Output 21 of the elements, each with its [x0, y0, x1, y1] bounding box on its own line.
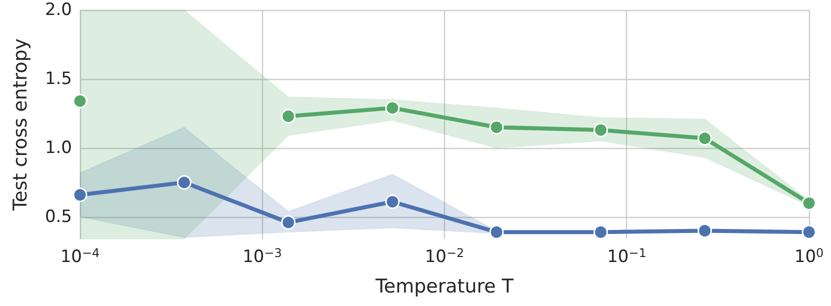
point: [489, 120, 504, 135]
point: [698, 131, 712, 146]
point: [72, 188, 88, 202]
point: [802, 224, 816, 240]
point: [594, 122, 608, 138]
point: [72, 94, 88, 108]
point: [176, 175, 192, 190]
y-tick-label: 0.5: [44, 206, 72, 227]
point: [802, 196, 816, 210]
point: [281, 108, 296, 124]
point: [594, 224, 608, 240]
point: [698, 223, 712, 238]
y-axis-title: Test cross entropy: [10, 38, 32, 212]
point: [489, 224, 504, 240]
point: [281, 215, 296, 230]
y-tick-label: 1.5: [44, 68, 72, 89]
y-tick-label: 2.0: [44, 0, 72, 20]
point: [385, 100, 400, 116]
point: [385, 194, 400, 209]
y-tick-label: 1.0: [44, 138, 72, 158]
x-axis-title: Temperature T: [374, 276, 514, 298]
